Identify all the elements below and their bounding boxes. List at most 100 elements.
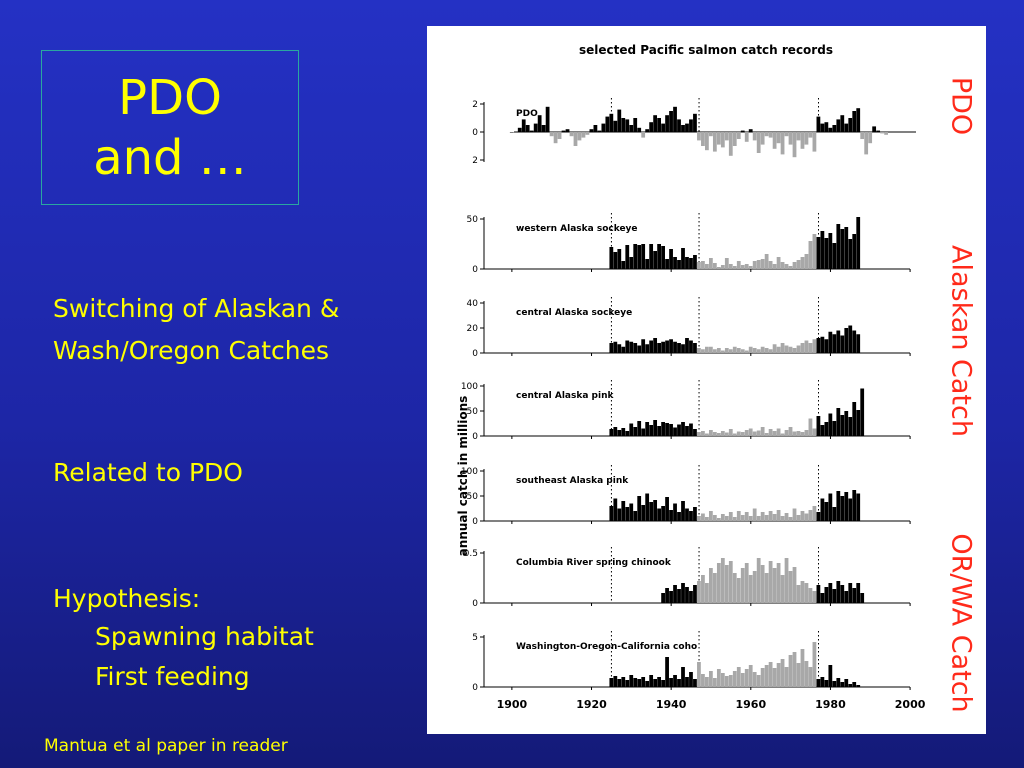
data-bar bbox=[669, 339, 673, 353]
axis-y-tick-label: 50 bbox=[467, 215, 479, 225]
axis-y-tick-label: 0.5 bbox=[464, 549, 478, 559]
data-bar bbox=[693, 507, 697, 521]
data-bar bbox=[657, 426, 661, 436]
data-bar bbox=[705, 583, 709, 603]
data-bar bbox=[712, 515, 717, 521]
data-bar bbox=[772, 264, 777, 269]
data-bar bbox=[629, 341, 634, 353]
data-bar bbox=[613, 427, 618, 436]
data-bar bbox=[744, 512, 749, 521]
data-bar bbox=[800, 343, 805, 353]
data-bar bbox=[864, 132, 869, 155]
data-bar bbox=[677, 343, 681, 353]
data-bar bbox=[772, 568, 777, 603]
data-bar bbox=[641, 505, 646, 521]
data-bar bbox=[601, 123, 606, 132]
data-bar bbox=[581, 132, 586, 138]
data-bar bbox=[792, 348, 797, 353]
data-bar bbox=[661, 422, 665, 436]
axis-y-tick-label: 2 bbox=[472, 156, 478, 166]
data-bar bbox=[784, 558, 789, 603]
axis-y-tick-label: 100 bbox=[461, 382, 478, 392]
data-bar bbox=[693, 585, 697, 603]
data-bar bbox=[832, 334, 837, 353]
data-bar bbox=[685, 338, 689, 353]
panel-label: PDO bbox=[516, 109, 538, 119]
data-bar bbox=[689, 340, 693, 353]
data-bar bbox=[808, 241, 813, 269]
axis-y-tick-label: 100 bbox=[461, 467, 478, 477]
data-bar bbox=[808, 132, 813, 138]
data-bar bbox=[752, 508, 757, 521]
data-bar bbox=[621, 118, 626, 132]
data-bar bbox=[824, 122, 829, 132]
data-bar bbox=[844, 227, 849, 269]
data-bar bbox=[605, 116, 610, 132]
data-bar bbox=[804, 583, 809, 603]
data-bar bbox=[708, 430, 713, 436]
data-bar bbox=[693, 113, 697, 132]
data-bar bbox=[856, 583, 861, 603]
data-bar bbox=[697, 581, 701, 603]
data-bar bbox=[796, 663, 801, 687]
data-bar bbox=[736, 667, 741, 687]
data-bar bbox=[848, 325, 853, 353]
data-bar bbox=[673, 503, 677, 521]
data-bar bbox=[625, 507, 630, 521]
data-bar bbox=[689, 258, 693, 269]
data-bar bbox=[872, 126, 877, 132]
data-bar bbox=[808, 510, 813, 521]
footer-citation: Mantua et al paper in reader bbox=[44, 736, 288, 756]
data-bar bbox=[625, 245, 630, 269]
data-bar bbox=[621, 261, 626, 269]
data-bar bbox=[788, 517, 793, 521]
data-bar bbox=[768, 511, 773, 521]
data-bar bbox=[720, 265, 725, 269]
data-bar bbox=[880, 132, 884, 134]
data-bar bbox=[796, 345, 801, 353]
data-bar bbox=[720, 350, 725, 353]
data-bar bbox=[808, 588, 813, 603]
data-bar bbox=[788, 346, 793, 353]
data-bar bbox=[625, 119, 630, 132]
data-bar bbox=[633, 244, 638, 269]
panel-label: central Alaska sockeye bbox=[516, 308, 632, 318]
data-bar bbox=[645, 129, 650, 132]
data-bar bbox=[788, 427, 793, 436]
data-bar bbox=[816, 512, 821, 521]
data-bar bbox=[828, 127, 833, 132]
data-bar bbox=[681, 501, 685, 521]
data-bar bbox=[828, 233, 833, 269]
data-bar bbox=[637, 127, 642, 132]
data-bar bbox=[828, 665, 833, 687]
data-bar bbox=[681, 422, 685, 436]
axis-y-tick-label: 20 bbox=[467, 324, 479, 334]
data-bar bbox=[621, 346, 626, 353]
data-bar bbox=[573, 132, 578, 146]
data-bar bbox=[633, 678, 638, 687]
data-bar bbox=[553, 132, 558, 144]
slide-title-line2: and … bbox=[93, 129, 247, 186]
data-bar bbox=[844, 679, 849, 687]
data-bar bbox=[732, 346, 737, 353]
data-bar bbox=[649, 675, 654, 687]
data-bar bbox=[557, 132, 562, 139]
data-bar bbox=[780, 132, 785, 155]
data-bar bbox=[708, 346, 713, 353]
bullet-hypothesis: Hypothesis: bbox=[53, 584, 201, 613]
data-bar bbox=[712, 132, 717, 152]
data-bar bbox=[848, 498, 853, 521]
data-bar bbox=[609, 678, 614, 687]
data-bar bbox=[820, 425, 825, 436]
data-bar bbox=[689, 672, 693, 687]
data-bar bbox=[756, 349, 761, 353]
data-bar bbox=[732, 573, 737, 603]
data-bar bbox=[561, 130, 566, 132]
data-bar bbox=[649, 340, 654, 353]
data-bar bbox=[701, 431, 705, 436]
data-bar bbox=[744, 563, 749, 603]
data-bar bbox=[788, 132, 793, 145]
data-bar bbox=[657, 244, 661, 269]
data-bar bbox=[836, 678, 841, 687]
data-bar bbox=[641, 677, 646, 687]
